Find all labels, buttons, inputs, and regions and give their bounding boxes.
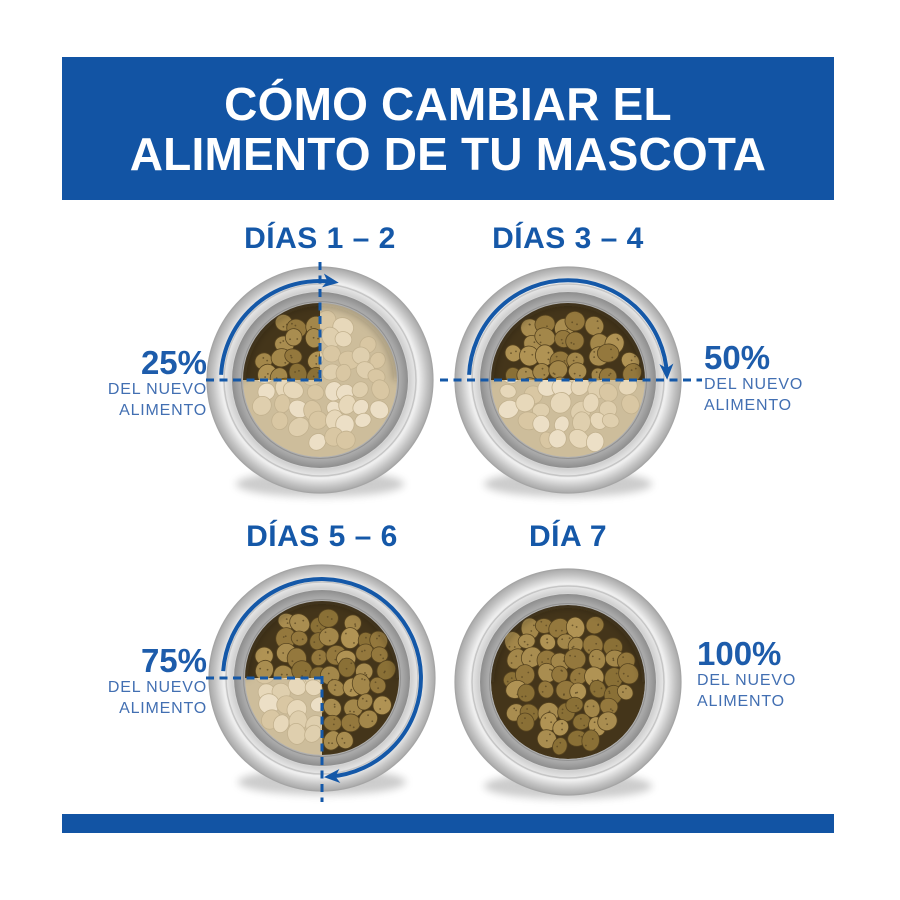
bowl-step-3: [206, 564, 436, 802]
old-food-layer: [491, 303, 645, 457]
portion-arrow-icon: [219, 273, 339, 375]
percent-caption-line-2: ALIMENTO: [119, 402, 207, 419]
percent-caption-line-1: DEL NUEVO: [107, 381, 207, 398]
bowl-step-2: [440, 266, 702, 497]
page-title-line-2: ALIMENTO DE TU MASCOTA: [129, 127, 767, 180]
bowl-step-4: [454, 568, 682, 799]
percent-label-step-4: 100% DEL NUEVO ALIMENTO: [697, 635, 797, 712]
day-label-step-3: DÍAS 5 – 6: [246, 520, 398, 553]
percent-label-step-2: 50% DEL NUEVO ALIMENTO: [704, 339, 804, 416]
percent-caption-line-2: ALIMENTO: [697, 693, 785, 710]
percent-value: 50%: [704, 339, 771, 376]
percent-value: 75%: [140, 642, 207, 679]
new-food-layer: [491, 605, 645, 759]
day-label-step-2: DÍAS 3 – 4: [492, 222, 644, 255]
new-food-layer: [245, 601, 399, 755]
header-banner: CÓMO CAMBIAR EL ALIMENTO DE TU MASCOTA: [62, 57, 834, 200]
percent-caption-line-2: ALIMENTO: [704, 397, 792, 414]
old-food-layer: [245, 601, 399, 755]
bowl-step-1: [206, 262, 434, 497]
day-label-step-1: DÍAS 1 – 2: [244, 222, 396, 255]
percent-caption-line-1: DEL NUEVO: [697, 672, 797, 689]
percent-value: 25%: [140, 344, 207, 381]
percent-caption-line-1: DEL NUEVO: [704, 376, 804, 393]
percent-caption-line-1: DEL NUEVO: [107, 679, 207, 696]
new-food-layer: [491, 303, 645, 380]
percent-value: 100%: [697, 635, 782, 672]
page-title-line-1: CÓMO CAMBIAR EL: [224, 77, 672, 130]
portion-arrow-icon: [221, 577, 423, 783]
old-food-layer: [243, 303, 397, 457]
day-label-step-4: DÍA 7: [528, 520, 608, 553]
portion-arrow-icon: [467, 278, 674, 380]
footer-bar: [62, 814, 834, 833]
new-food-layer: [243, 303, 320, 380]
percent-label-step-3: 75% DEL NUEVO ALIMENTO: [107, 642, 207, 719]
percent-label-step-1: 25% DEL NUEVO ALIMENTO: [107, 344, 207, 421]
percent-caption-line-2: ALIMENTO: [119, 700, 207, 717]
